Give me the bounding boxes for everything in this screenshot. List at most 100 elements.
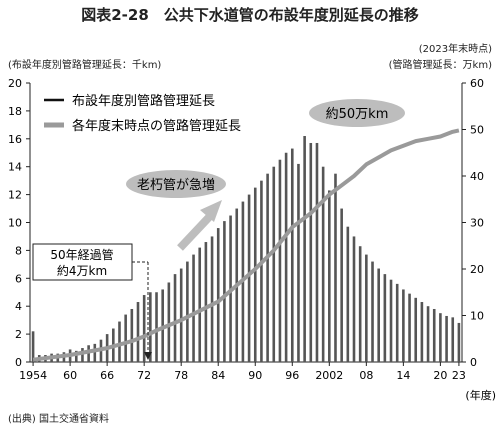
right-axis-unit: (管路管理延長：万km) bbox=[388, 60, 492, 71]
bar bbox=[371, 261, 374, 362]
bar bbox=[408, 293, 411, 362]
annotation-fifty-years-1: 50年経過管 bbox=[50, 247, 113, 262]
y-left-tick-label: 20 bbox=[8, 77, 22, 90]
right-axis-year-note: (2023年末時点) bbox=[418, 44, 492, 55]
bar bbox=[439, 313, 442, 362]
bar bbox=[198, 247, 202, 362]
bar bbox=[186, 261, 189, 362]
bar bbox=[210, 236, 214, 362]
bar bbox=[223, 221, 226, 362]
x-tick-label: 72 bbox=[137, 369, 151, 382]
y-left-tick-label: 12 bbox=[8, 189, 22, 202]
bar bbox=[290, 148, 294, 362]
source-note: (出典) 国土交通省資料 bbox=[8, 414, 109, 425]
bar bbox=[352, 236, 356, 362]
bar bbox=[179, 268, 183, 362]
bar bbox=[136, 302, 140, 362]
bar bbox=[266, 173, 269, 362]
bar bbox=[155, 292, 158, 362]
bar bbox=[204, 242, 208, 362]
bar bbox=[297, 163, 300, 362]
x-tick-label: 14 bbox=[396, 369, 410, 382]
bar bbox=[284, 152, 288, 362]
bar bbox=[31, 331, 35, 362]
x-axis-label: (年度) bbox=[465, 388, 496, 402]
x-tick-label: 08 bbox=[359, 369, 373, 382]
bar bbox=[260, 180, 263, 362]
fifty-year-box bbox=[32, 243, 133, 281]
bar bbox=[432, 308, 436, 362]
x-tick-label: 60 bbox=[63, 369, 77, 382]
bar bbox=[395, 283, 399, 362]
left-axis-unit: (布設年度別管路管理延長：千km) bbox=[8, 60, 162, 71]
x-tick-label: 1954 bbox=[19, 369, 47, 382]
y-right-tick-label: 50 bbox=[470, 124, 484, 137]
bar bbox=[253, 187, 257, 362]
bar bbox=[420, 302, 424, 362]
y-left-tick-label: 18 bbox=[8, 105, 22, 118]
x-tick-label: 78 bbox=[174, 369, 188, 382]
bar bbox=[167, 282, 171, 362]
bar bbox=[278, 159, 282, 362]
x-tick-label: 96 bbox=[285, 369, 299, 382]
bar bbox=[315, 142, 319, 362]
annotation-total: 約50万km bbox=[326, 107, 389, 122]
y-right-tick-label: 20 bbox=[470, 263, 484, 276]
bar bbox=[414, 297, 418, 362]
bar bbox=[149, 292, 152, 362]
bar bbox=[93, 343, 97, 362]
x-tick-label: 84 bbox=[211, 369, 225, 382]
y-left-tick-label: 16 bbox=[8, 133, 22, 146]
bar bbox=[346, 226, 350, 362]
y-left-tick-label: 14 bbox=[8, 161, 22, 174]
bar bbox=[303, 136, 306, 362]
increase-arrow bbox=[177, 200, 222, 251]
bar bbox=[74, 350, 78, 362]
y-left-tick-label: 6 bbox=[15, 272, 22, 285]
y-left-tick-label: 0 bbox=[15, 356, 22, 369]
x-tick-label: 66 bbox=[100, 369, 114, 382]
bar bbox=[377, 268, 380, 362]
bar bbox=[457, 322, 461, 362]
bubble-old-pipes bbox=[126, 170, 226, 198]
bar bbox=[173, 274, 177, 362]
bar bbox=[81, 348, 84, 362]
y-right-tick-label: 10 bbox=[470, 310, 484, 323]
bar bbox=[365, 254, 368, 362]
bar bbox=[192, 254, 195, 362]
y-left-tick-label: 8 bbox=[15, 244, 22, 257]
bar bbox=[389, 279, 393, 362]
bar bbox=[216, 228, 220, 362]
bar bbox=[118, 321, 121, 362]
legend-line-label: 各年度末時点の管路管理延長 bbox=[72, 118, 241, 134]
bar bbox=[124, 314, 127, 362]
bar bbox=[142, 295, 146, 362]
bar bbox=[383, 274, 387, 362]
bar bbox=[130, 308, 134, 362]
y-right-tick-label: 40 bbox=[470, 170, 484, 183]
y-left-tick-label: 10 bbox=[8, 217, 22, 230]
bar bbox=[272, 166, 276, 362]
chart-title: 図表2-28 公共下水道管の布設年度別延長の推移 bbox=[81, 6, 419, 24]
bubble-total bbox=[309, 99, 405, 127]
bar bbox=[321, 166, 325, 362]
annotation-fifty-years-2: 約4万km bbox=[57, 263, 107, 278]
x-tick-label: 90 bbox=[248, 369, 262, 382]
legend: 布設年度別管路管理延長 各年度末時点の管路管理延長 bbox=[44, 93, 241, 134]
x-tick-label: 2002 bbox=[315, 369, 343, 382]
bar bbox=[340, 208, 343, 362]
bar bbox=[445, 315, 448, 362]
bar bbox=[328, 190, 331, 362]
bar bbox=[247, 194, 251, 362]
bar bbox=[309, 142, 313, 362]
line-series-total bbox=[32, 128, 460, 362]
bar bbox=[402, 289, 405, 362]
bar bbox=[451, 317, 455, 362]
annotation-old-pipes: 老朽管が急増 bbox=[137, 178, 215, 193]
y-right-tick-label: 60 bbox=[470, 77, 484, 90]
axis-tick-labels: 0 2 4 6 8 10 12 14 16 18 20 0 10 20 30 40 50 60 1954 60 66 72… bbox=[8, 77, 496, 402]
bar bbox=[87, 345, 90, 362]
fifty-year-arrowhead bbox=[144, 352, 152, 360]
legend-bar-label: 布設年度別管路管理延長 bbox=[72, 93, 215, 109]
